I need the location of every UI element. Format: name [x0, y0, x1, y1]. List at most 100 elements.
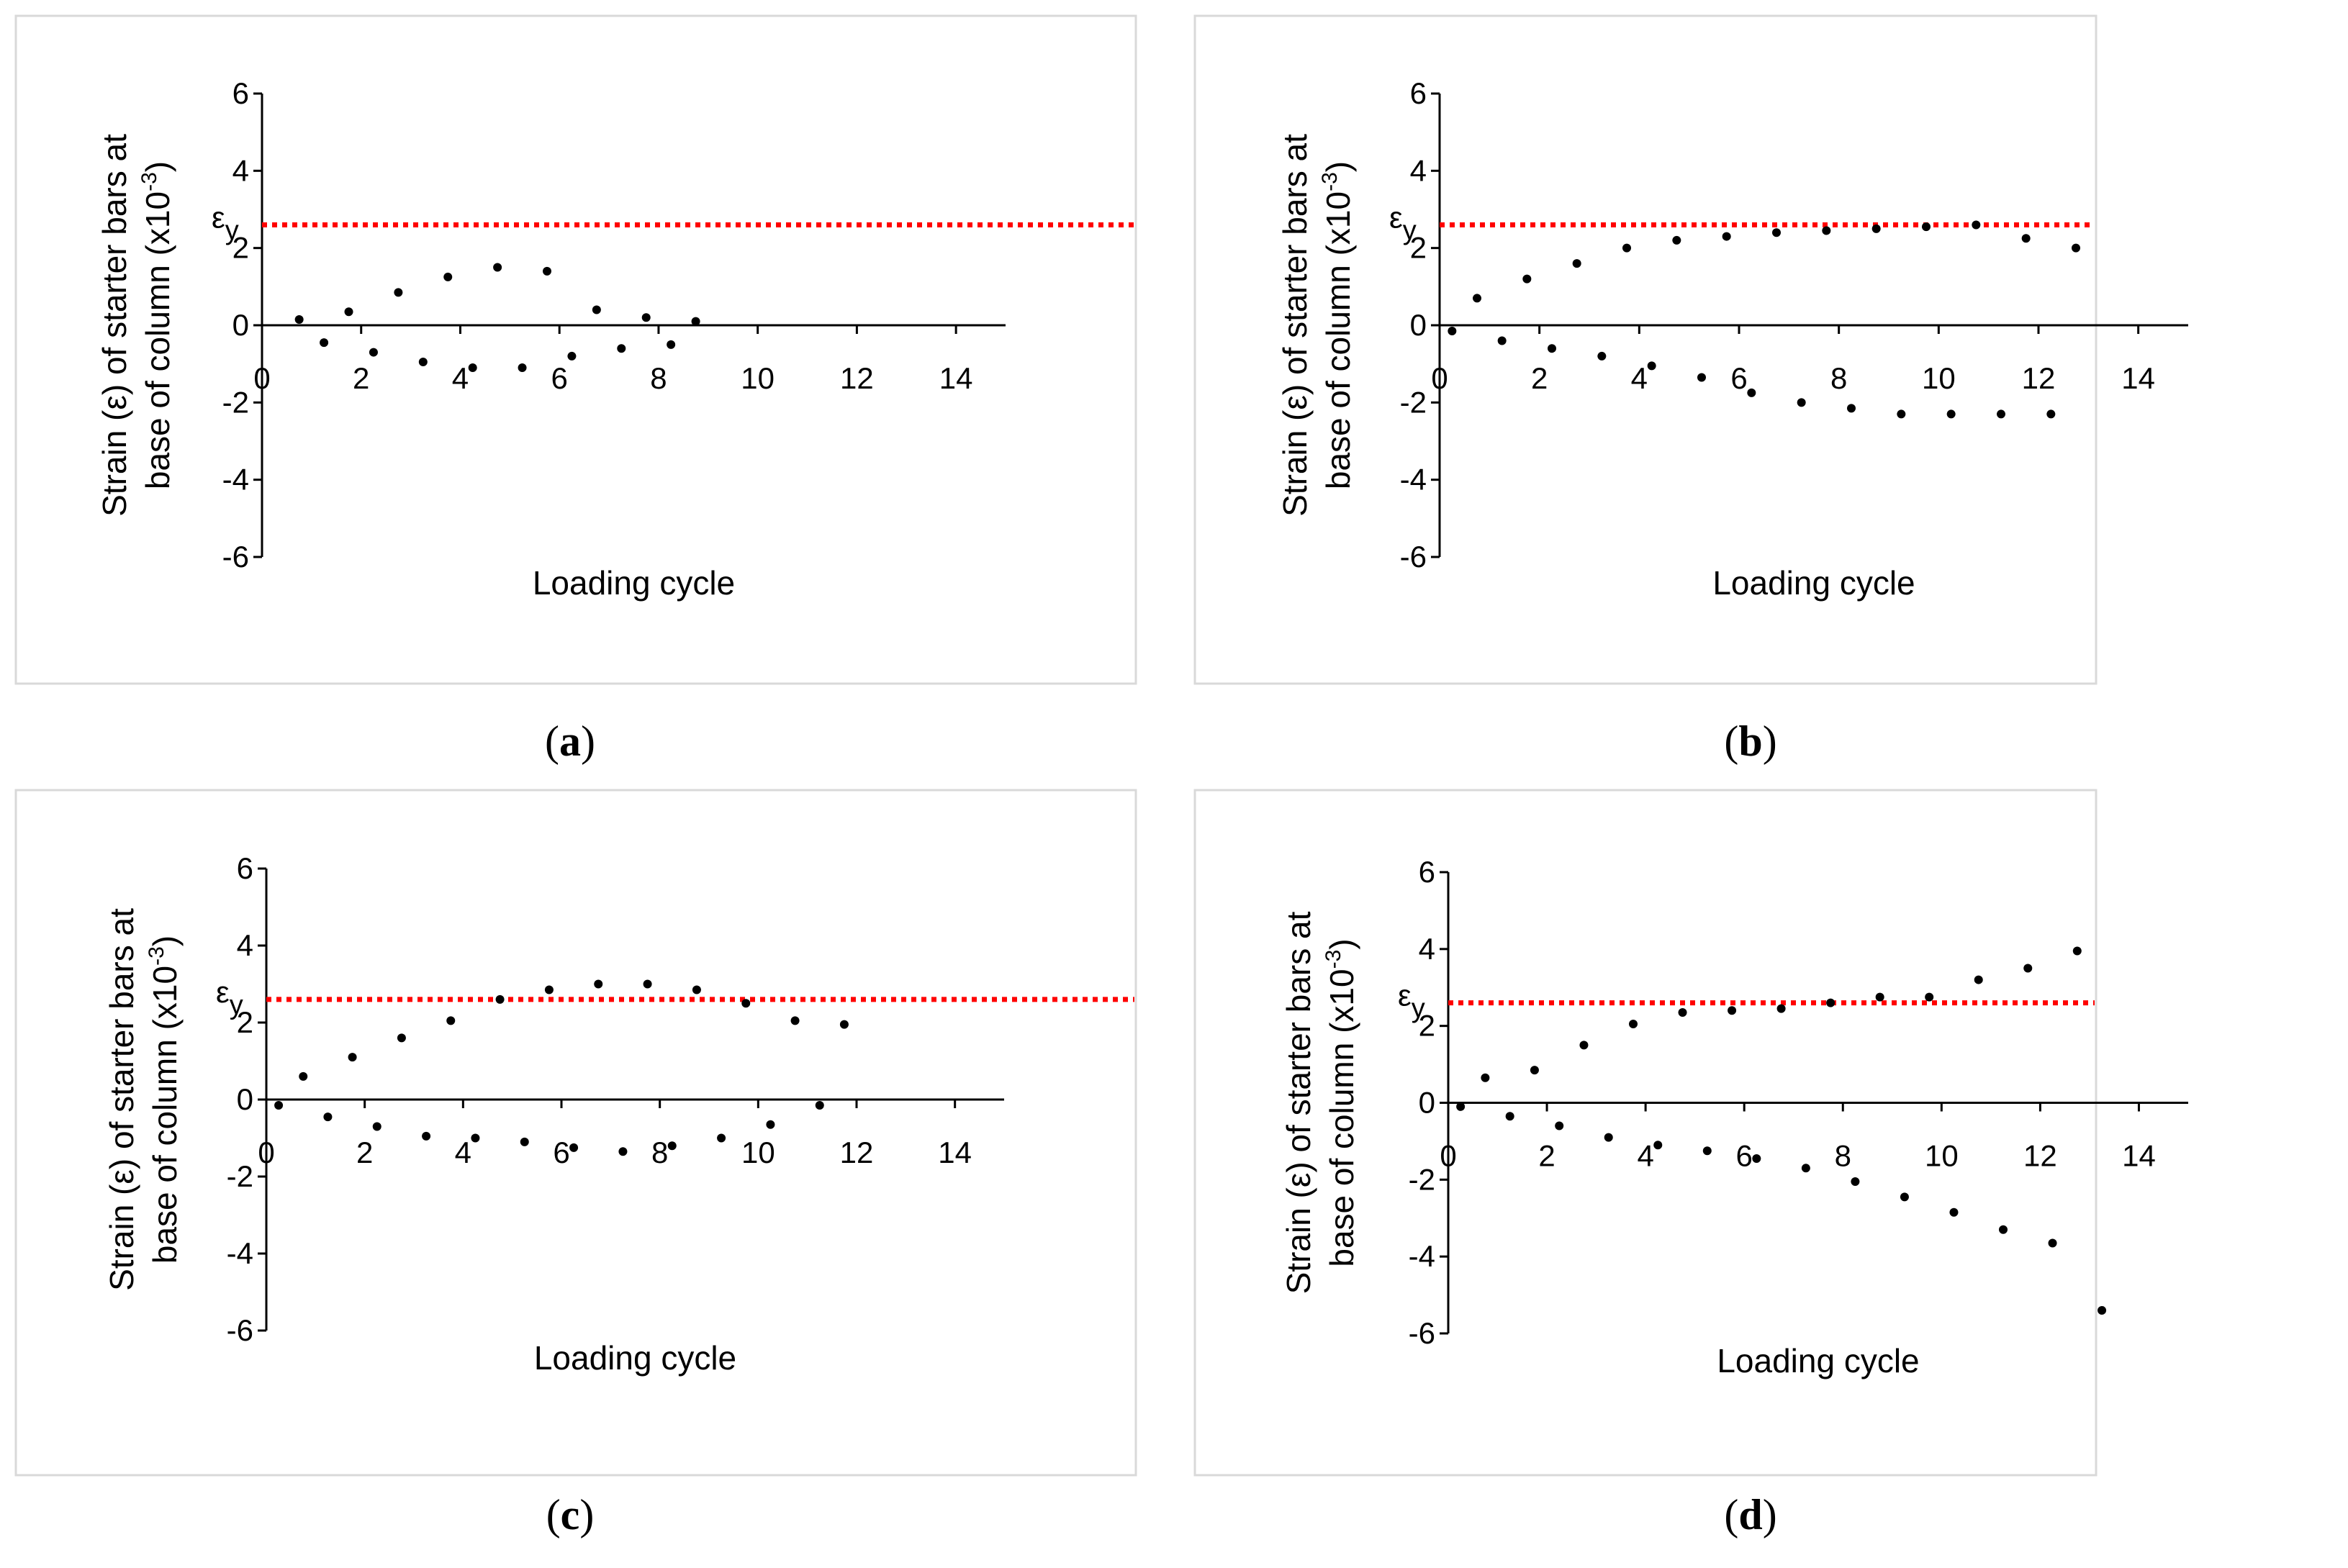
x-tick-label: 12: [2023, 1139, 2057, 1173]
data-point: [2072, 946, 2082, 956]
panel-border: [14, 14, 1137, 685]
caption-open-paren: (: [1724, 717, 1738, 765]
y-tick-label: 4: [1419, 932, 1435, 966]
data-point: [369, 348, 378, 357]
data-point: [1572, 259, 1581, 268]
x-tick-label: 2: [356, 1136, 373, 1169]
data-point: [1822, 226, 1831, 235]
y-tick-label: -2: [227, 1159, 253, 1193]
x-tick-label: 12: [2022, 361, 2056, 395]
y-axis-label-exponent: -3: [145, 946, 168, 966]
y-axis-label-line-2: base of column (x10: [1319, 191, 1357, 489]
data-point: [815, 1101, 824, 1110]
x-tick-label: 14: [2121, 361, 2155, 395]
x-axis-label: Loading cycle: [533, 564, 735, 602]
x-tick-label: 10: [1925, 1139, 1959, 1173]
x-tick-label: 4: [452, 361, 469, 395]
data-point: [2098, 1305, 2107, 1315]
caption-close-paren: ): [1763, 717, 1777, 765]
yield-strain-symbol: ε: [1398, 979, 1412, 1012]
panel-border: [1193, 14, 2098, 685]
data-point: [1801, 1164, 1810, 1173]
data-point: [1497, 336, 1507, 345]
y-tick-label: -6: [1400, 540, 1427, 574]
data-point: [446, 1016, 456, 1025]
data-point: [1999, 1225, 2008, 1234]
y-tick-label: -6: [1409, 1316, 1435, 1350]
data-point: [1728, 1006, 1737, 1015]
y-axis-label-line-2: base of column (x10: [146, 966, 184, 1264]
data-point: [1752, 1154, 1761, 1163]
x-tick-label: 8: [1830, 361, 1847, 395]
y-axis-label-line-1: Strain (ε) of starter bars at: [96, 134, 133, 517]
data-point: [1579, 1041, 1589, 1050]
x-tick-label: 0: [253, 361, 270, 395]
data-point: [1653, 1141, 1663, 1150]
data-point: [323, 1112, 333, 1122]
y-axis-label-line-1: Strain (ε) of starter bars at: [103, 908, 140, 1291]
data-point: [1776, 1004, 1786, 1013]
data-point: [1772, 228, 1781, 237]
data-point: [1797, 398, 1806, 407]
data-point: [1548, 344, 1556, 353]
data-point: [667, 340, 676, 349]
data-point: [1672, 235, 1681, 245]
data-point: [567, 351, 577, 361]
data-point: [1747, 388, 1756, 397]
yield-strain-symbol: ε: [212, 200, 225, 234]
x-tick-label: 0: [258, 1136, 274, 1169]
yield-strain-symbol: ε: [1389, 200, 1403, 234]
x-axis-label: Loading cycle: [1712, 564, 1915, 602]
data-point: [2048, 1238, 2057, 1248]
y-axis-label-close: ): [1319, 161, 1357, 172]
data-point: [1922, 222, 1931, 232]
data-point: [1851, 1177, 1860, 1187]
data-point: [1871, 224, 1881, 233]
y-tick-label: 0: [237, 1082, 253, 1116]
x-tick-label: 4: [1631, 361, 1648, 395]
data-point: [641, 313, 651, 322]
x-tick-label: 2: [353, 361, 369, 395]
y-axis-label-close: ): [139, 161, 176, 172]
data-point: [344, 307, 353, 317]
data-point: [1481, 1073, 1490, 1082]
x-tick-label: 6: [1730, 361, 1747, 395]
data-point: [1448, 327, 1457, 336]
data-point: [667, 1141, 677, 1151]
x-tick-label: 14: [939, 361, 973, 395]
caption-open-paren: (: [546, 1491, 561, 1538]
y-tick-label: -4: [1409, 1239, 1435, 1273]
data-point: [493, 263, 502, 272]
data-point: [766, 1120, 775, 1129]
yield-strain-subscript: y: [225, 215, 239, 245]
data-point: [520, 1137, 529, 1146]
data-point: [691, 317, 700, 326]
data-point: [1629, 1019, 1638, 1028]
data-point: [299, 1071, 308, 1081]
y-tick-label: 0: [1410, 308, 1427, 342]
y-axis-label-exponent: -3: [1318, 172, 1342, 191]
y-axis-label: Strain (ε) of starter bars at base of col…: [1276, 134, 1357, 517]
x-tick-label: 10: [1922, 361, 1956, 395]
data-point: [1972, 220, 1981, 230]
data-point: [1597, 351, 1607, 361]
y-tick-label: 0: [232, 308, 249, 342]
y-tick-label: 4: [1410, 153, 1427, 187]
y-tick-label: 4: [232, 153, 249, 187]
data-point: [2021, 234, 2031, 243]
data-point: [468, 363, 477, 373]
x-tick-label: 8: [650, 361, 667, 395]
caption-open-paren: (: [1724, 1491, 1738, 1538]
data-point: [790, 1016, 800, 1025]
y-tick-label: 0: [1419, 1086, 1435, 1120]
data-point: [518, 363, 527, 373]
data-point: [1722, 232, 1731, 241]
data-point: [1900, 1192, 1909, 1202]
data-point: [618, 1147, 628, 1156]
y-tick-label: 4: [237, 928, 253, 962]
x-axis-label: Loading cycle: [534, 1339, 736, 1377]
y-tick-label: 2: [232, 231, 249, 265]
y-tick-label: 2: [237, 1005, 253, 1039]
data-point: [592, 305, 601, 314]
caption-close-paren: ): [1763, 1491, 1777, 1538]
